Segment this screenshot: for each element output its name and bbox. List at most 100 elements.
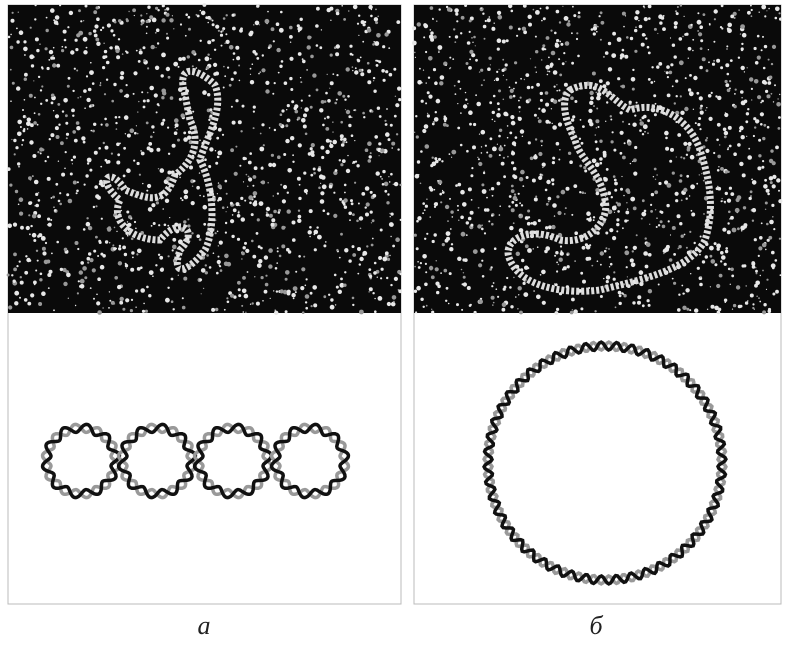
speck xyxy=(382,45,385,48)
speck xyxy=(297,27,302,32)
speck xyxy=(18,166,20,168)
speck xyxy=(716,244,721,249)
speck xyxy=(262,54,264,56)
speck xyxy=(258,259,262,263)
speck xyxy=(343,18,346,21)
speck xyxy=(253,24,254,25)
speck xyxy=(509,95,513,99)
speck xyxy=(702,260,705,263)
speck xyxy=(236,56,240,60)
speck xyxy=(68,199,73,204)
speck xyxy=(339,257,341,259)
speck xyxy=(385,132,390,137)
speck xyxy=(155,47,156,48)
speck xyxy=(218,264,220,266)
speck xyxy=(310,106,313,109)
speck xyxy=(270,298,271,299)
speck xyxy=(764,45,767,48)
speck xyxy=(220,269,223,272)
speck xyxy=(375,21,378,24)
speck xyxy=(97,196,101,200)
speck xyxy=(450,67,452,69)
speck xyxy=(714,263,717,266)
speck xyxy=(389,213,390,214)
speck xyxy=(343,198,347,202)
speck xyxy=(497,11,499,13)
speck xyxy=(272,163,276,167)
speck xyxy=(455,35,458,38)
speck xyxy=(187,218,189,220)
speck xyxy=(543,17,546,20)
speck xyxy=(62,110,64,112)
speck xyxy=(703,213,704,214)
speck xyxy=(764,81,768,85)
speck xyxy=(352,213,355,216)
speck xyxy=(622,12,626,16)
speck xyxy=(290,136,294,140)
speck xyxy=(489,268,492,271)
speck xyxy=(119,89,123,93)
speck xyxy=(183,277,187,281)
speck xyxy=(639,129,642,132)
speck xyxy=(415,311,417,313)
speck xyxy=(513,222,515,224)
speck xyxy=(268,264,272,268)
speck xyxy=(467,41,471,45)
speck xyxy=(600,295,603,298)
speck xyxy=(24,54,26,56)
speck xyxy=(233,208,237,212)
speck xyxy=(33,239,36,242)
speck xyxy=(138,101,139,102)
speck xyxy=(30,225,32,227)
speck xyxy=(533,290,535,292)
speck xyxy=(87,257,91,261)
speck xyxy=(766,289,767,290)
speck xyxy=(56,241,59,244)
speck xyxy=(321,100,325,104)
speck xyxy=(426,305,428,307)
speck xyxy=(238,294,241,297)
speck xyxy=(634,146,637,149)
speck xyxy=(308,152,312,156)
speck xyxy=(376,171,380,175)
speck xyxy=(472,145,476,149)
speck xyxy=(582,191,585,194)
speck xyxy=(699,66,703,70)
speck xyxy=(506,39,509,42)
speck xyxy=(519,202,521,204)
speck xyxy=(538,219,541,222)
speck xyxy=(718,166,719,167)
speck xyxy=(299,184,301,186)
speck xyxy=(350,199,353,202)
speck xyxy=(454,8,459,13)
speck xyxy=(78,97,79,98)
speck xyxy=(688,47,692,51)
speck xyxy=(387,258,390,261)
speck xyxy=(699,283,703,287)
speck xyxy=(481,260,483,262)
speck xyxy=(323,244,326,247)
speck xyxy=(528,23,532,27)
speck xyxy=(72,163,73,164)
speck xyxy=(29,233,31,235)
speck xyxy=(66,226,70,230)
speck xyxy=(70,50,74,54)
speck xyxy=(727,230,731,234)
speck xyxy=(344,271,346,273)
speck xyxy=(346,110,350,114)
speck xyxy=(188,16,191,19)
speck xyxy=(233,71,236,74)
speck xyxy=(588,218,592,222)
speck xyxy=(359,310,364,315)
speck xyxy=(46,260,50,264)
speck xyxy=(100,82,101,83)
speck xyxy=(237,281,241,285)
speck xyxy=(614,212,615,213)
speck xyxy=(37,235,40,238)
speck xyxy=(63,98,68,103)
speck xyxy=(142,21,145,24)
speck xyxy=(395,103,399,107)
speck xyxy=(281,60,284,63)
speck xyxy=(758,139,761,142)
speck xyxy=(32,233,37,238)
